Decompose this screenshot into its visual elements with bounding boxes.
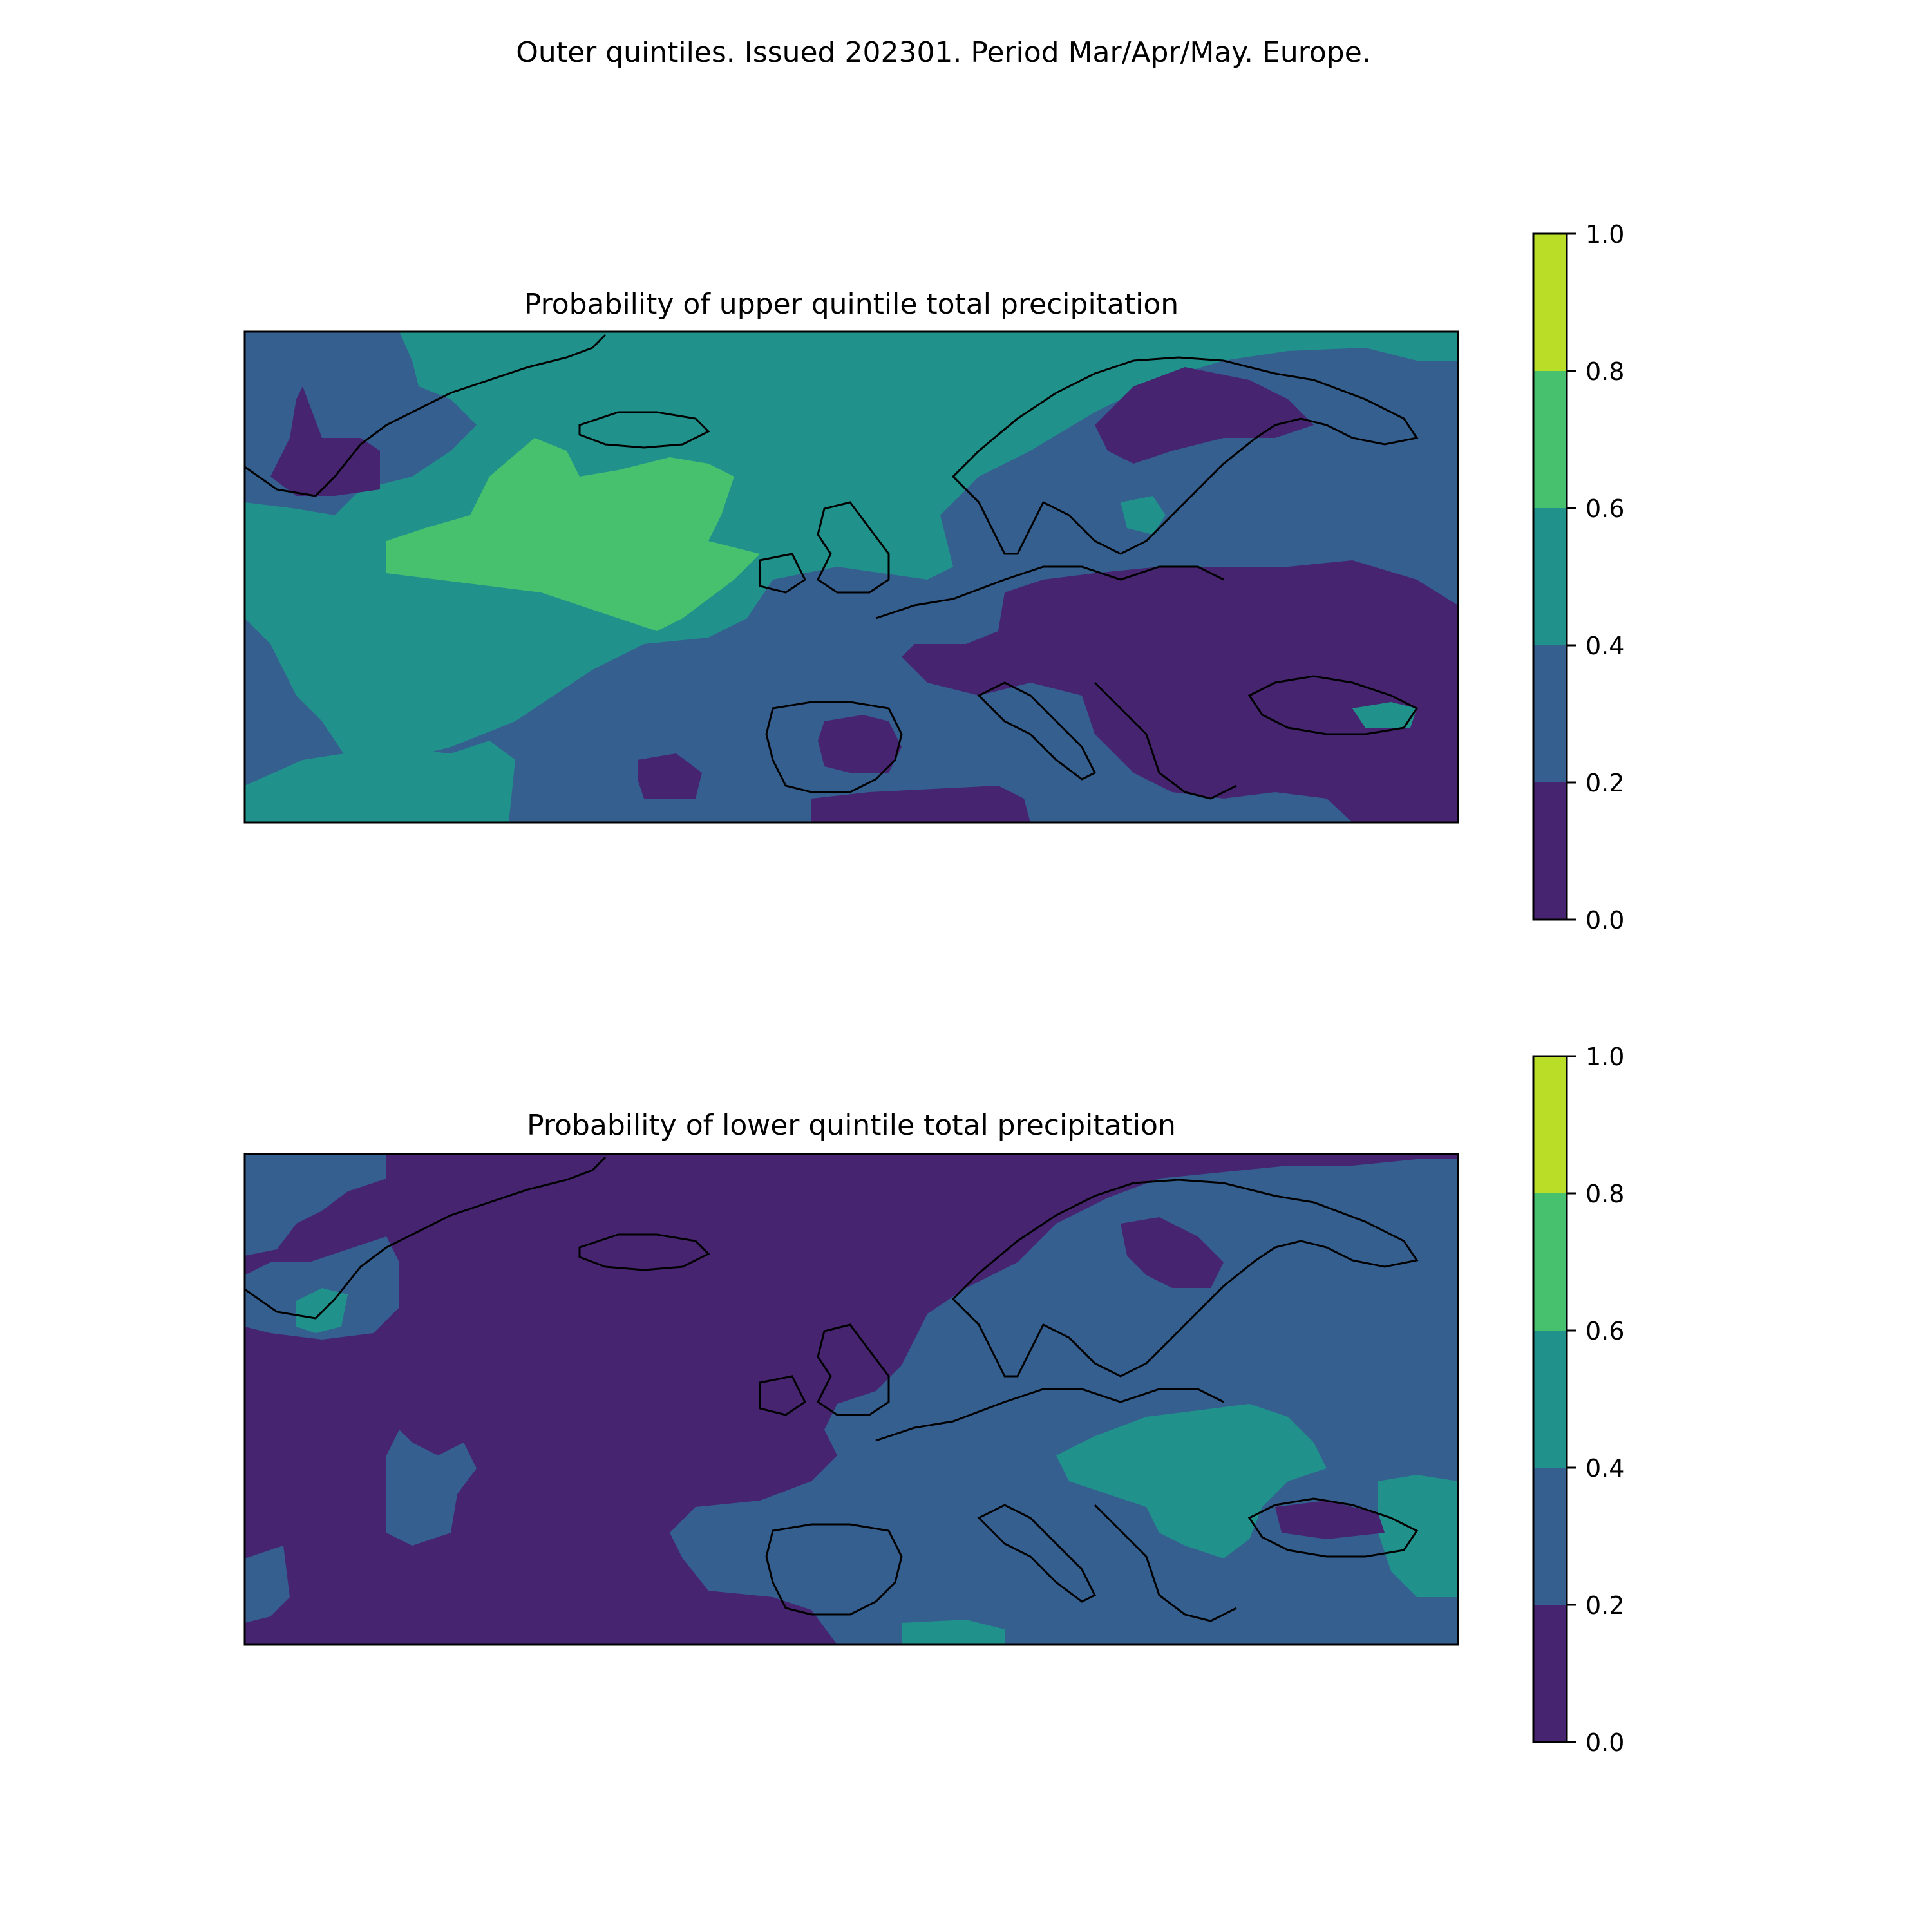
coastline-scandinavia — [951, 356, 1419, 555]
lower-map-title: Probability of lower quintile total prec… — [527, 1109, 1176, 1142]
field-contour-nw-blue — [245, 1154, 386, 1256]
upper-colorbar-ticks — [1567, 232, 1576, 921]
coastline-scandinavia — [951, 1179, 1419, 1378]
coastline-iceland — [578, 411, 710, 449]
lower-map-coastlines — [245, 1156, 1419, 1622]
field-contour-libya-teal — [902, 1620, 1005, 1645]
lower-map-frame — [243, 1153, 1459, 1646]
colorbar-tick-label: 0.6 — [1586, 495, 1624, 523]
colorbar-tick-label: 0.2 — [1586, 769, 1624, 797]
field-contour-sw-teal — [245, 741, 515, 822]
field-contour-ne-purple — [1095, 367, 1314, 464]
upper-quintile-panel: Probability of upper quintile total prec… — [243, 220, 1624, 934]
upper-map-coastlines — [245, 334, 1419, 800]
coastline-italy — [977, 681, 1097, 781]
coastline-balkans — [1094, 681, 1237, 800]
field-contour-iberia-purple — [818, 715, 902, 773]
colorbar-tick-label: 1.0 — [1586, 1043, 1624, 1071]
lower-colorbar-ticks — [1567, 1055, 1576, 1743]
colorbar-tick-label: 1.0 — [1586, 220, 1624, 249]
coastline-iceland — [578, 1233, 710, 1271]
field-contour-atlantic-green — [386, 438, 760, 631]
colorbar-segment — [1533, 234, 1567, 371]
coastline-black-sea — [1247, 1497, 1419, 1558]
field-contour-ceurope-purple — [902, 560, 1458, 822]
colorbar-frame — [1532, 232, 1568, 921]
field-contour-caspian-teal — [1378, 1475, 1458, 1597]
field-contour-sw-blue — [245, 1546, 290, 1623]
colorbar-segment — [1533, 1331, 1567, 1468]
coastline-balkans — [1094, 1504, 1237, 1622]
colorbar-tick-label: 0.8 — [1586, 1180, 1624, 1208]
upper-map-frame — [243, 330, 1459, 824]
colorbar-segment — [1533, 1468, 1567, 1605]
lower-colorbar: 0.0 0.2 0.4 0.6 0.8 1.0 — [1532, 1043, 1624, 1757]
coastline-ireland — [759, 1375, 806, 1416]
coastline-italy — [977, 1504, 1097, 1603]
colorbar-tick-label: 0.6 — [1586, 1317, 1624, 1345]
coastline-britain — [817, 501, 890, 594]
field-contour-atlantic-purple — [638, 753, 702, 799]
field-contour-nafrica-purple — [811, 786, 1030, 822]
colorbar-segment — [1533, 645, 1567, 782]
colorbar-segment — [1533, 1193, 1567, 1331]
colorbar-segment — [1533, 371, 1567, 508]
colorbar-tick-label: 0.4 — [1586, 632, 1624, 660]
field-contour-ukraine-teal — [1056, 1404, 1327, 1558]
colorbar-tick-label: 0.2 — [1586, 1591, 1624, 1620]
colorbar-segment — [1533, 1056, 1567, 1193]
colorbar-tick-label: 0.0 — [1586, 906, 1624, 934]
field-contour-atlantic-blue — [386, 1430, 477, 1546]
upper-map-field — [245, 332, 1458, 822]
field-contour-ukraine-purple — [1275, 1501, 1385, 1539]
lower-map-field — [245, 1154, 1458, 1645]
field-contour-baltic-teal — [1121, 496, 1166, 535]
coastline-britain — [817, 1323, 890, 1416]
coastline-iberia — [765, 701, 903, 793]
field-contour-blacksea-teal — [1352, 702, 1417, 728]
field-contour-scandinavia-purple — [1121, 1217, 1224, 1288]
coastline-ireland — [759, 553, 806, 594]
coastline-europe-mainland — [875, 565, 1224, 620]
colorbar-tick-label: 0.0 — [1586, 1728, 1624, 1757]
colorbar-tick-label: 0.8 — [1586, 357, 1624, 386]
lower-quintile-panel: Probability of lower quintile total prec… — [243, 1043, 1624, 1757]
coastline-greenland — [245, 334, 607, 497]
colorbar-segment — [1533, 1605, 1567, 1742]
field-contour-north-teal — [245, 332, 1458, 760]
coastline-greenland — [245, 1156, 607, 1320]
field-contour-greenland-purple — [270, 386, 380, 496]
colorbar-segment — [1533, 782, 1567, 920]
coastline-europe-mainland — [875, 1388, 1224, 1442]
colorbar-segment — [1533, 508, 1567, 645]
figure-suptitle: Outer quintiles. Issued 202301. Period M… — [516, 36, 1371, 69]
colorbar-frame — [1532, 1055, 1568, 1743]
coastline-iberia — [765, 1523, 903, 1616]
coastline-black-sea — [1247, 675, 1419, 735]
upper-colorbar: 0.0 0.2 0.4 0.6 0.8 1.0 — [1532, 220, 1624, 934]
upper-map-title: Probability of upper quintile total prec… — [524, 288, 1179, 321]
field-contour-east-blue — [670, 1159, 1458, 1645]
colorbar-tick-label: 0.4 — [1586, 1454, 1624, 1482]
